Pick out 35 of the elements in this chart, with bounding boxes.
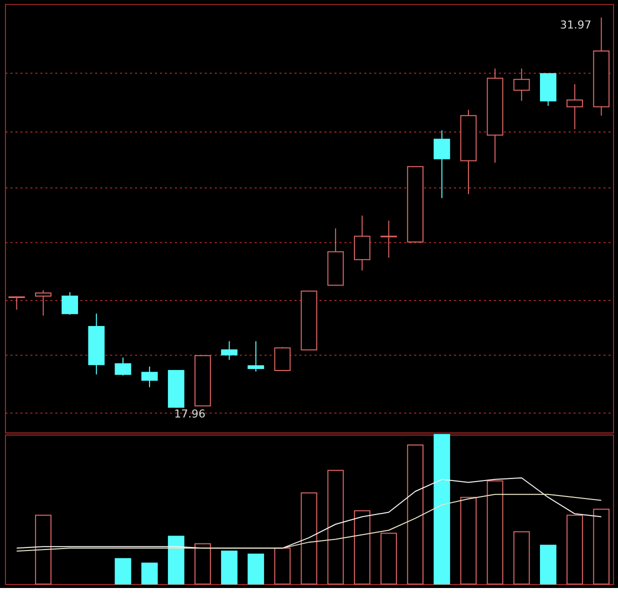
candlestick bbox=[380, 220, 397, 258]
candlestick bbox=[221, 340, 238, 360]
candlestick bbox=[114, 357, 132, 376]
candlestick bbox=[141, 366, 158, 388]
bar bbox=[221, 550, 238, 585]
candlestick bbox=[354, 215, 370, 271]
bar bbox=[460, 496, 477, 585]
bar bbox=[407, 444, 424, 585]
candlestick bbox=[8, 296, 25, 310]
candlestick bbox=[566, 84, 583, 130]
candlestick bbox=[274, 346, 291, 371]
bar bbox=[114, 558, 132, 585]
candlestick bbox=[513, 68, 530, 102]
bar bbox=[327, 470, 344, 585]
bar bbox=[300, 492, 318, 585]
bar bbox=[566, 514, 583, 585]
annotation: 31.97 bbox=[560, 18, 592, 32]
bar bbox=[434, 434, 450, 585]
candlestick bbox=[62, 292, 78, 316]
candlestick bbox=[248, 340, 264, 372]
bar bbox=[593, 508, 610, 585]
bar bbox=[248, 554, 264, 585]
bar bbox=[168, 536, 184, 585]
bar bbox=[486, 480, 504, 585]
candlestick bbox=[35, 290, 52, 316]
bar bbox=[354, 510, 370, 585]
candlestick bbox=[434, 130, 450, 199]
bar bbox=[194, 543, 211, 585]
annotation: 17.96 bbox=[174, 408, 206, 421]
bar bbox=[35, 514, 52, 585]
bar bbox=[141, 562, 158, 585]
bar bbox=[274, 548, 291, 585]
bar bbox=[540, 544, 556, 585]
bar bbox=[513, 531, 530, 585]
bar bbox=[380, 532, 397, 585]
